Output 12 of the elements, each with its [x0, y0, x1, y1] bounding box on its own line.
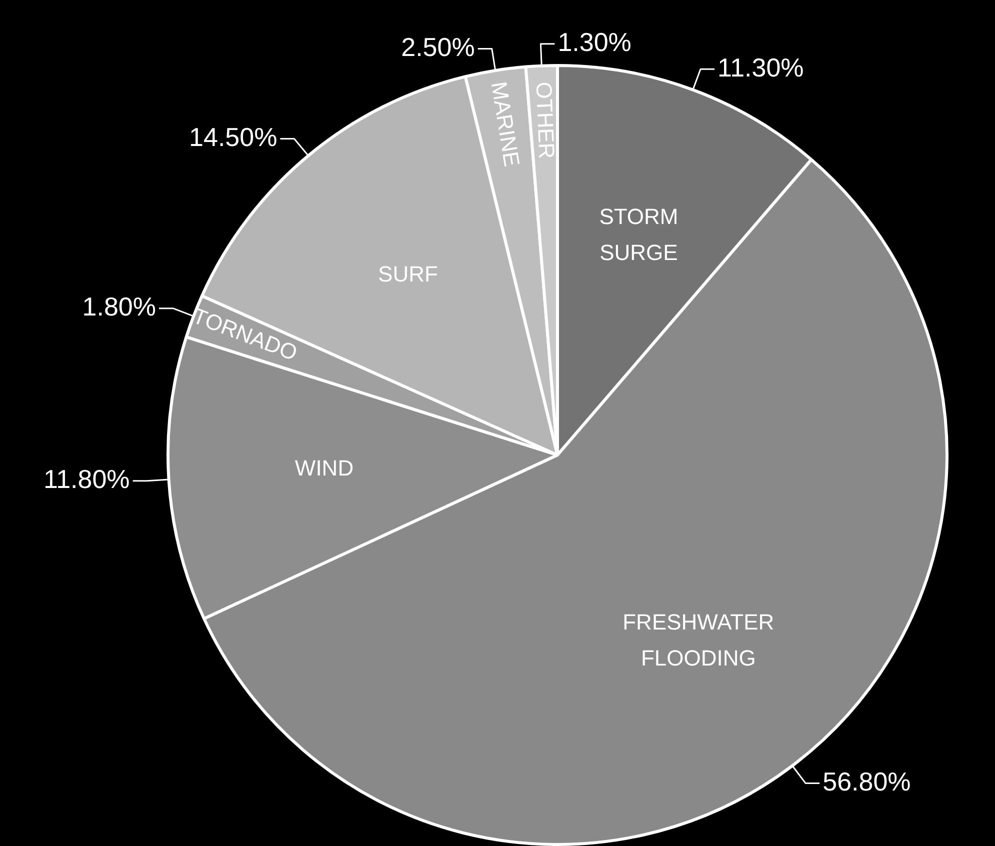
data-label: 1.30% [558, 27, 632, 58]
data-label: 1.80% [82, 292, 156, 322]
data-label: 14.50% [189, 122, 278, 152]
data-label: 11.80% [44, 464, 130, 494]
slice-label: WIND [294, 456, 354, 481]
slice-label: MARINE [486, 80, 525, 168]
slice-label: SURF [378, 261, 438, 286]
data-label: 11.30% [718, 52, 804, 82]
slice-label: STORM SURGE [599, 204, 678, 265]
slice-label: FRESHWATER FLOODING [622, 610, 774, 671]
data-label: 2.50% [401, 32, 475, 62]
data-label: 56.80% [822, 766, 911, 796]
